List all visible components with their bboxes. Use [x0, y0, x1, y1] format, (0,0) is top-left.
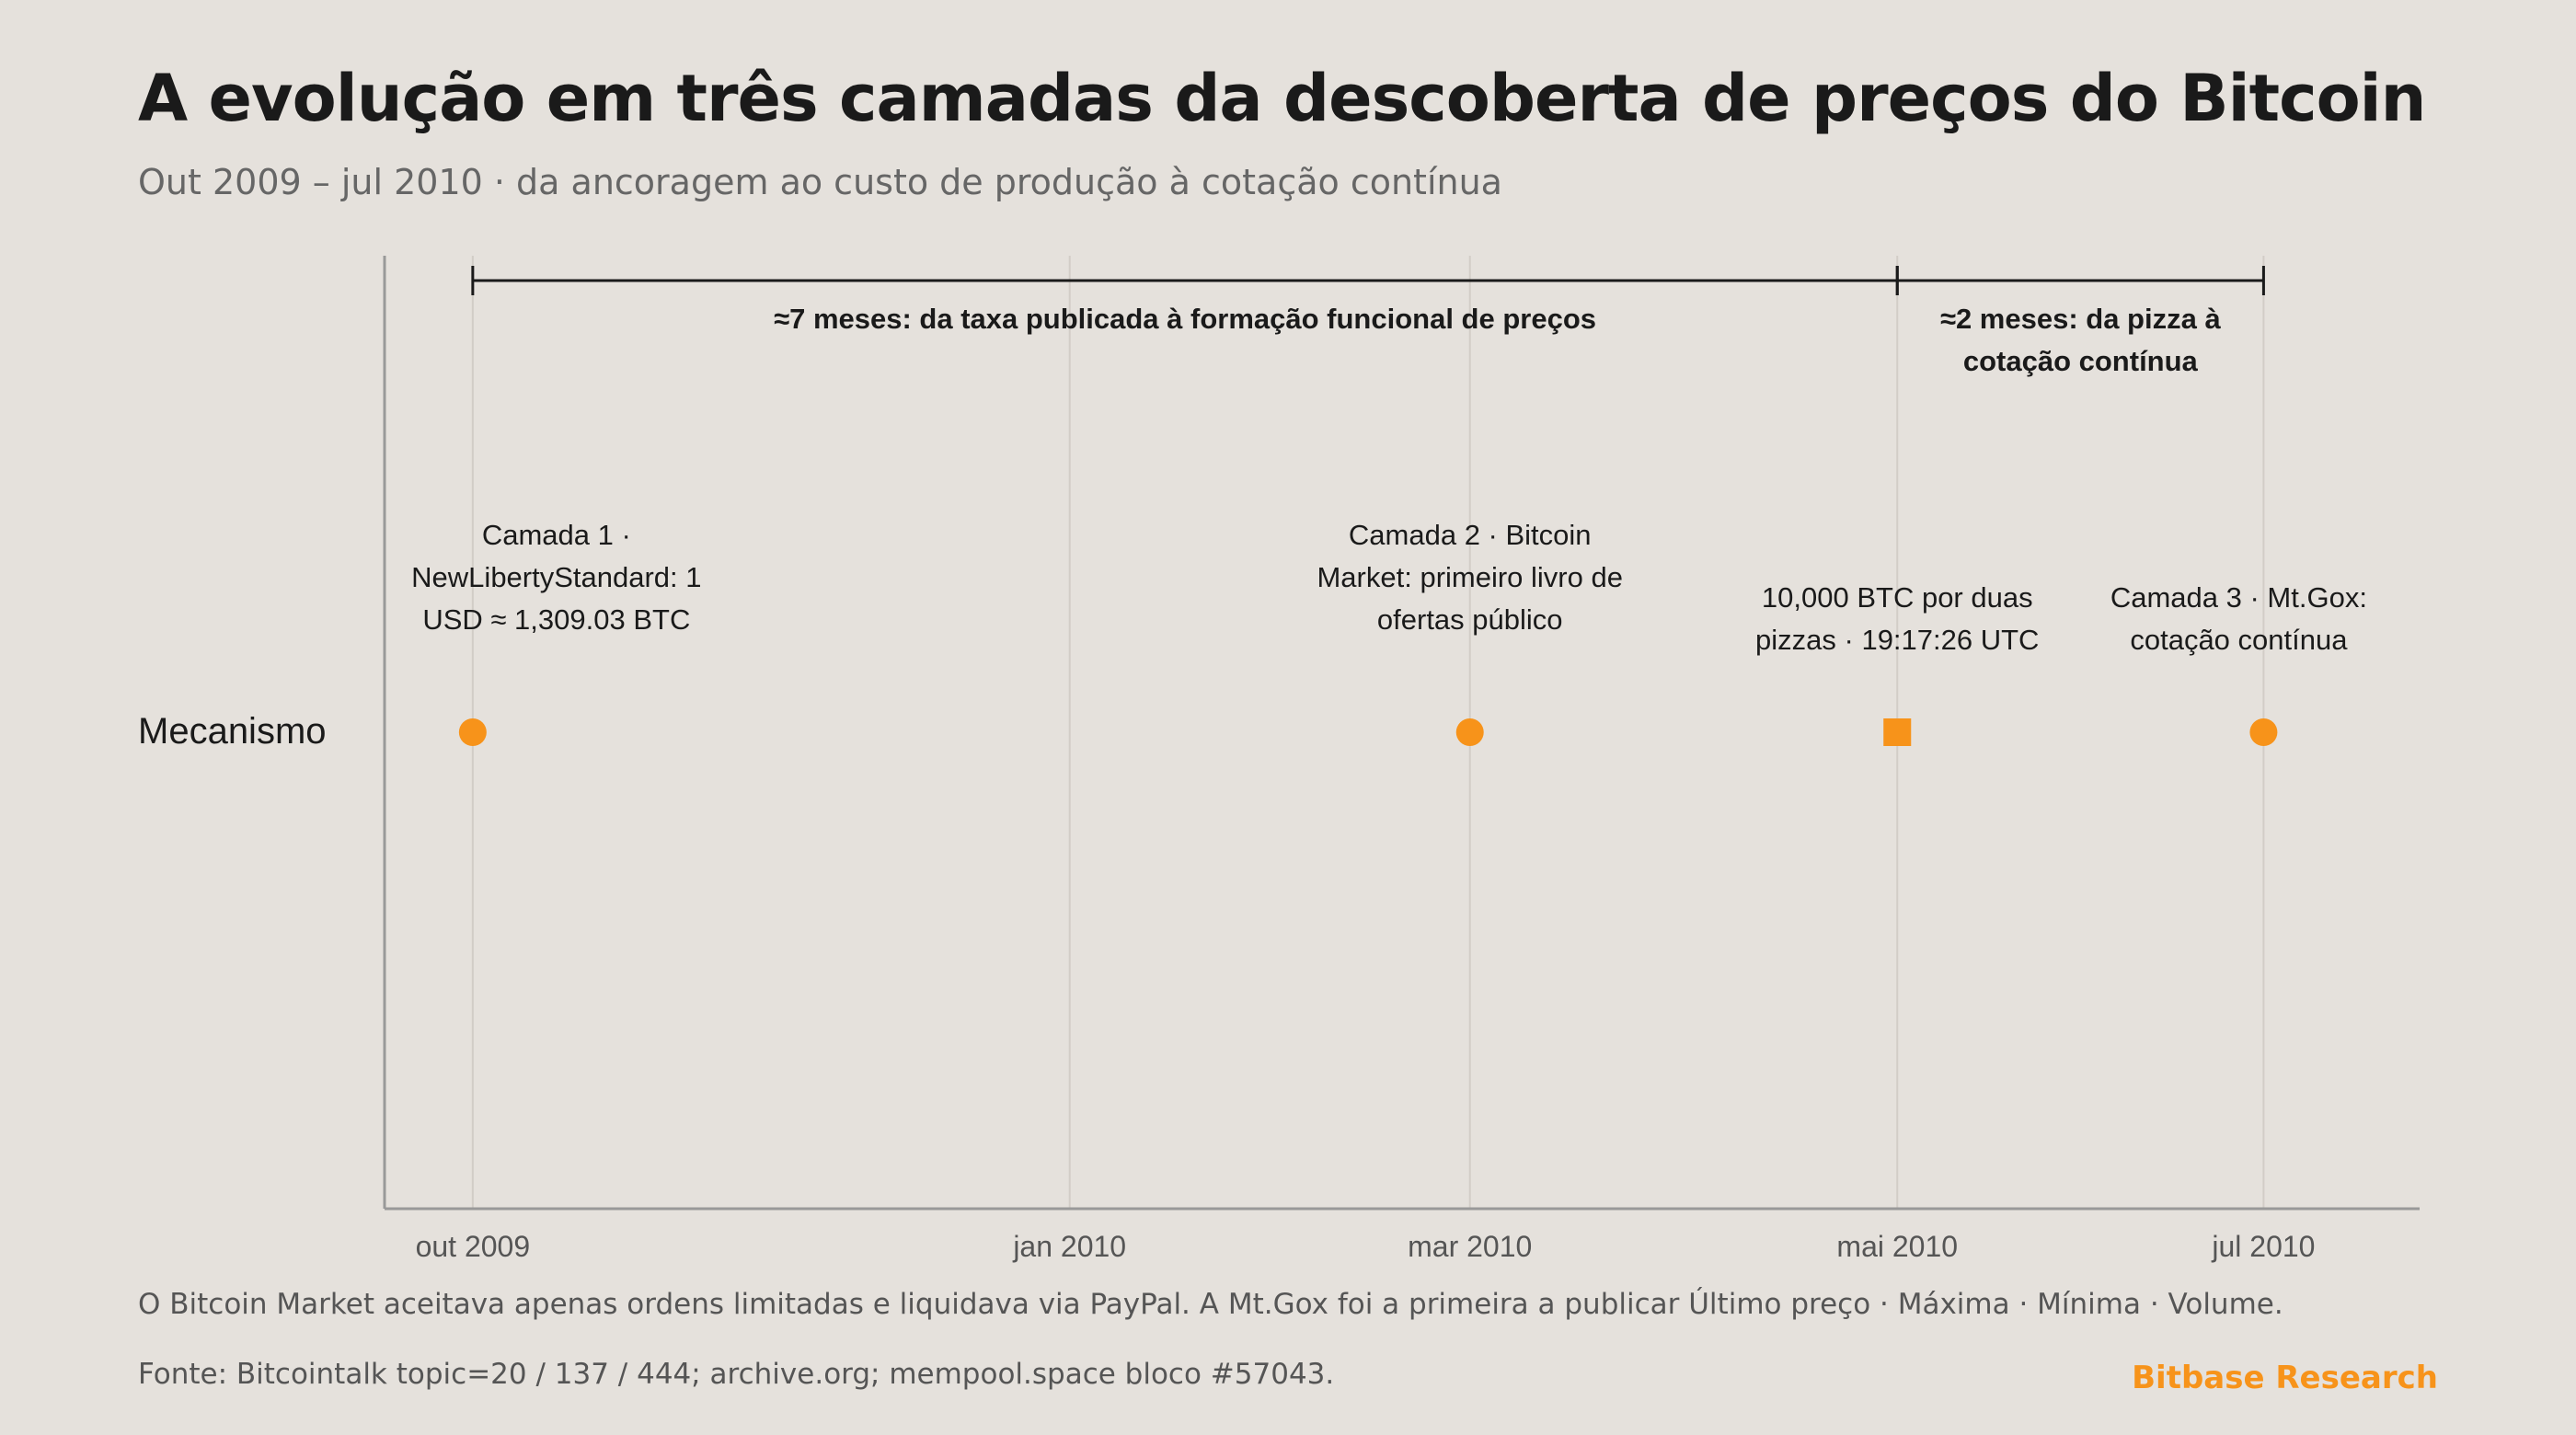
event-label-line: NewLibertyStandard: 1: [411, 561, 701, 593]
span-label-line: ≈2 meses: da pizza à: [1940, 303, 2222, 335]
x-tick-labels: out 2009 jan 2010 mar 2010 mai 2010 jul 2010: [416, 1230, 2316, 1263]
event-label: Camada 2 · Bitcoin Market: primeiro livro…: [1317, 519, 1622, 636]
event-labels: Camada 1 · NewLibertyStandard: 1 USD ≈ 1,3…: [411, 519, 2367, 656]
x-tick-label: out 2009: [416, 1230, 531, 1263]
category-label: Mecanismo: [138, 711, 327, 752]
x-tick-label: jan 2010: [1012, 1230, 1126, 1263]
grid-lines: [471, 256, 2265, 1209]
event-label-line: cotação contínua: [2130, 624, 2348, 656]
event-label-line: pizzas · 19:17:26 UTC: [1755, 624, 2039, 656]
event-label-line: 10,000 BTC por duas: [1762, 581, 2033, 614]
event-marker-circle: [2249, 718, 2278, 746]
span-label: ≈7 meses: da taxa publicada à formação f…: [774, 303, 1596, 335]
event-label: Camada 3 · Mt.Gox: cotação contínua: [2110, 581, 2367, 656]
chart-title: A evolução em três camadas da descoberta…: [138, 61, 2427, 136]
x-tick-label: jul 2010: [2211, 1230, 2315, 1263]
span-label-line: cotação contínua: [1963, 345, 2199, 377]
span-label: ≈2 meses: da pizza à cotação contínua: [1940, 303, 2222, 377]
x-tick-label: mar 2010: [1408, 1230, 1532, 1263]
event-marker-square: [1883, 718, 1912, 746]
event-marker-circle: [1455, 718, 1484, 746]
chart-subtitle: Out 2009 – jul 2010 · da ancoragem ao cu…: [138, 162, 1502, 202]
event-label-line: Camada 2 · Bitcoin: [1349, 519, 1592, 551]
event-label-line: USD ≈ 1,309.03 BTC: [422, 603, 690, 636]
event-label-line: ofertas público: [1377, 603, 1563, 636]
event-marker-circle: [458, 718, 487, 746]
source-line: Fonte: Bitcointalk topic=20 / 137 / 444;…: [138, 1358, 1335, 1391]
x-tick-label: mai 2010: [1836, 1230, 1958, 1263]
chart-note: O Bitcoin Market aceitava apenas ordens …: [138, 1288, 2283, 1321]
event-label-line: Camada 3 · Mt.Gox:: [2110, 581, 2367, 614]
event-label: 10,000 BTC por duas pizzas · 19:17:26 UTC: [1755, 581, 2039, 656]
brand-label: Bitbase Research: [2132, 1360, 2438, 1396]
event-markers: [458, 718, 2278, 746]
event-label: Camada 1 · NewLibertyStandard: 1 USD ≈ 1,3…: [411, 519, 701, 636]
event-label-line: Camada 1 ·: [482, 519, 631, 551]
duration-spans: ≈7 meses: da taxa publicada à formação f…: [471, 266, 2265, 377]
event-label-line: Market: primeiro livro de: [1317, 561, 1622, 593]
span-label-line: ≈7 meses: da taxa publicada à formação f…: [774, 303, 1596, 335]
